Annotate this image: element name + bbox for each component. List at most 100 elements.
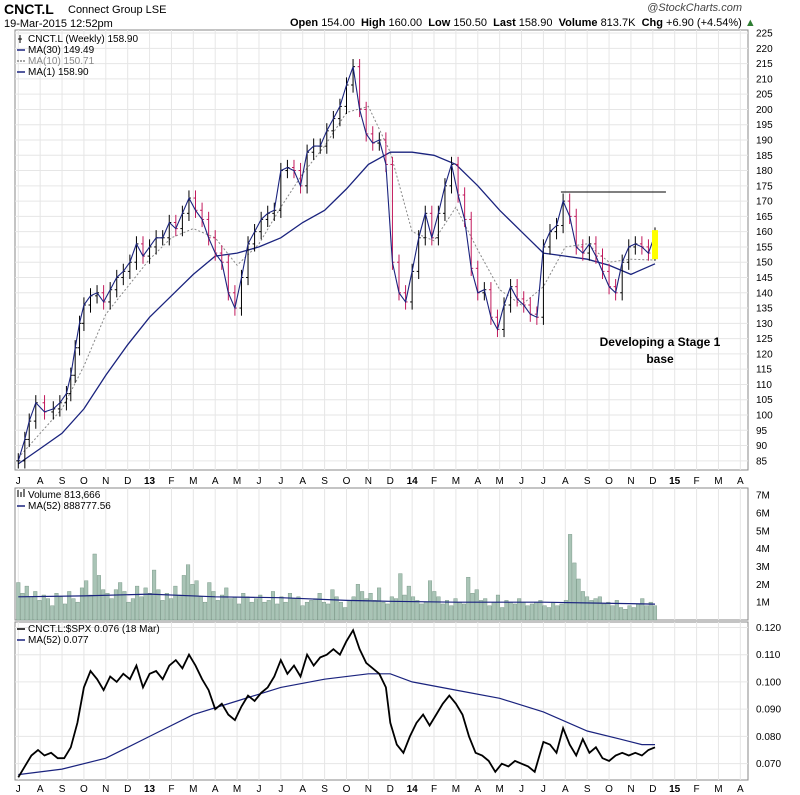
price-legend-entry: MA(1) 158.90 <box>28 67 89 78</box>
volume-bar <box>381 601 386 621</box>
volume-bar <box>572 562 577 621</box>
x-axis-label: A <box>299 476 306 487</box>
volume-bar <box>653 605 658 621</box>
volume-bar <box>627 605 632 621</box>
volume-bar <box>580 591 585 621</box>
volume-bar <box>389 596 394 621</box>
price-tick-label: 215 <box>756 59 773 70</box>
volume-bar <box>266 600 271 621</box>
ratio-tick-label: 0.070 <box>756 759 781 770</box>
volume-bar <box>525 605 530 621</box>
price-tick-label: 100 <box>756 411 773 422</box>
x-axis-label: N <box>102 476 109 487</box>
open-label: Open <box>290 17 319 29</box>
price-tick-label: 170 <box>756 197 773 208</box>
volume-bar <box>147 593 152 621</box>
volume-tick-label: 4M <box>756 544 770 555</box>
volume-bar <box>279 596 284 621</box>
stage1-annotation: Developing a Stage 1 <box>600 335 721 349</box>
volume-bar <box>542 605 547 621</box>
x-axis-label: A <box>474 784 481 795</box>
volume-bar <box>130 598 135 621</box>
ratio-legend-entry: MA(52) 0.077 <box>28 635 89 646</box>
volume-legend-entry: Volume 813,666 <box>28 490 101 501</box>
volume-bar <box>593 598 598 621</box>
x-axis-label: A <box>299 784 306 795</box>
x-axis-label: J <box>256 476 261 487</box>
x-axis-label: A <box>212 784 219 795</box>
price-legend-entry: CNCT.L (Weekly) 158.90 <box>28 34 138 45</box>
x-axis-label: F <box>168 476 174 487</box>
volume-bar <box>237 603 242 621</box>
volume-bar <box>512 603 517 621</box>
price-tick-label: 120 <box>756 349 773 360</box>
volume-bar <box>610 605 615 621</box>
high-label: High <box>360 17 386 29</box>
volume-bar <box>478 600 483 621</box>
x-axis-label: S <box>584 476 591 487</box>
x-axis-label: F <box>168 784 174 795</box>
volume-bar <box>321 601 326 621</box>
volume-bar <box>253 598 258 621</box>
volume-bar <box>461 603 466 621</box>
x-axis-label: A <box>737 784 744 795</box>
x-axis-label: A <box>37 476 44 487</box>
volume-tick-label: 5M <box>756 526 770 537</box>
x-axis-label: J <box>278 476 283 487</box>
volume-bar <box>16 582 21 621</box>
price-tick-label: 195 <box>756 120 773 131</box>
volume-bar <box>368 593 373 621</box>
x-axis-label: F <box>431 784 437 795</box>
volume-bar <box>483 598 488 621</box>
price-tick-label: 165 <box>756 212 773 223</box>
volume-bar <box>423 601 428 621</box>
x-axis-label: A <box>474 476 481 487</box>
volume-bar <box>228 598 233 621</box>
volume-tick-label: 2M <box>756 580 770 591</box>
x-axis-label: M <box>714 784 722 795</box>
x-axis-label: J <box>16 476 21 487</box>
volume-bar <box>504 600 509 621</box>
volume-bar <box>474 589 479 621</box>
x-axis-label: O <box>343 476 351 487</box>
volume-bar <box>529 603 534 621</box>
volume-bar <box>636 603 641 621</box>
x-axis-label: 14 <box>407 784 419 795</box>
price-legend-entry: MA(30) 149.49 <box>28 45 95 56</box>
volume-bar <box>419 603 424 621</box>
volume-ma52-line <box>18 593 656 605</box>
x-axis-label: J <box>256 784 261 795</box>
volume-bar <box>602 603 607 621</box>
volume-legend-entry: MA(52) 888777.56 <box>28 501 111 512</box>
volume-bar <box>606 601 611 621</box>
volume-bar <box>372 600 377 621</box>
volume-bar <box>118 582 123 621</box>
volume-bar <box>377 587 382 621</box>
volume-bar <box>152 569 157 621</box>
panel-frame-2 <box>14 621 749 781</box>
volume-bar <box>292 598 297 621</box>
volume-bar <box>126 601 131 621</box>
volume-bar <box>470 593 475 621</box>
x-axis-label: M <box>452 476 460 487</box>
volume-bar <box>245 596 250 621</box>
price-legend-entry: MA(10) 150.71 <box>28 56 95 67</box>
volume-bar <box>37 600 42 621</box>
ratio-legend-entry: CNCT.L:$SPX 0.076 (18 Mar) <box>28 624 160 635</box>
close-line <box>17 66 656 461</box>
volume-bar <box>67 591 72 621</box>
volume-bar <box>24 585 29 621</box>
x-axis-label: J <box>519 784 524 795</box>
volume-bar <box>122 591 127 621</box>
open-value: 154.00 <box>321 17 355 29</box>
volume-bar <box>29 596 34 621</box>
volume-bar <box>589 600 594 621</box>
x-axis-label: N <box>627 784 634 795</box>
price-tick-label: 125 <box>756 334 773 345</box>
volume-bar <box>508 601 513 621</box>
volume-bar <box>597 596 602 621</box>
price-tick-label: 190 <box>756 136 773 147</box>
company-name: Connect Group LSE <box>68 4 167 16</box>
